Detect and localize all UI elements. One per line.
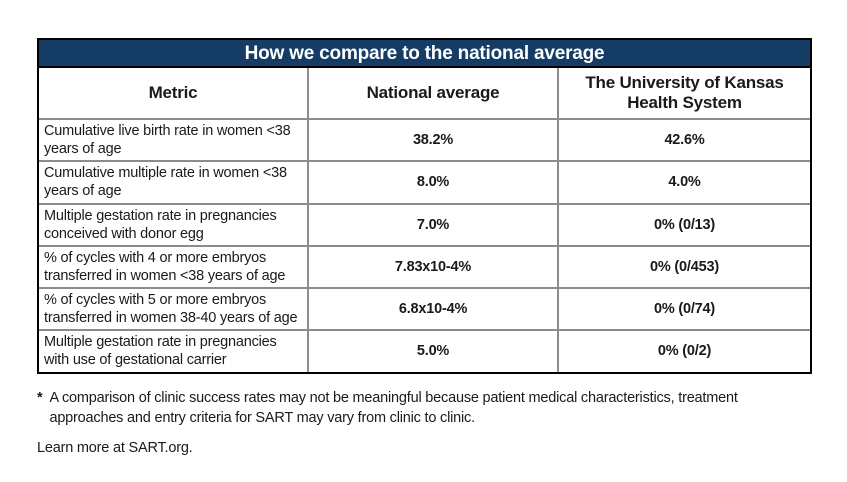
- national-average-cell: 38.2%: [307, 117, 558, 162]
- metric-cell: % of cycles with 4 or more embryos trans…: [39, 244, 308, 288]
- metric-cell: Multiple gestation rate in pregnancies w…: [39, 329, 308, 372]
- university-value-cell: 0% (0/2): [557, 329, 810, 372]
- university-value-cell: 0% (0/13): [557, 202, 810, 246]
- learn-more-text: Learn more at SART.org.: [37, 440, 193, 456]
- table-row: Cumulative multiple rate in women <38 ye…: [39, 160, 810, 204]
- footnote-text: A comparison of clinic success rates may…: [49, 390, 738, 426]
- comparison-table-panel: How we compare to the national average M…: [37, 38, 812, 374]
- national-average-cell: 5.0%: [307, 329, 558, 372]
- table-row: Cumulative live birth rate in women <38 …: [39, 117, 810, 162]
- university-value-cell: 0% (0/453): [557, 244, 810, 288]
- university-value-cell: 42.6%: [557, 117, 810, 162]
- university-value-cell: 0% (0/74): [557, 286, 810, 331]
- metric-cell: % of cycles with 5 or more embryos trans…: [39, 286, 308, 331]
- national-average-cell: 7.83x10-4%: [307, 244, 558, 288]
- column-header-university: The University of Kansas Health System: [557, 68, 810, 119]
- comparison-table: Metric National average The University o…: [39, 68, 810, 372]
- national-average-cell: 6.8x10-4%: [307, 286, 558, 331]
- metric-cell: Multiple gestation rate in pregnancies c…: [39, 202, 308, 246]
- header-row: Metric National average The University o…: [39, 68, 810, 119]
- table-row: % of cycles with 4 or more embryos trans…: [39, 244, 810, 288]
- national-average-cell: 8.0%: [307, 160, 558, 204]
- metric-cell: Cumulative multiple rate in women <38 ye…: [39, 160, 308, 204]
- footnote: * A comparison of clinic success rates m…: [37, 389, 802, 428]
- table-title: How we compare to the national average: [39, 40, 810, 68]
- column-header-metric: Metric: [148, 83, 198, 103]
- metric-cell: Cumulative live birth rate in women <38 …: [39, 117, 308, 162]
- national-average-cell: 7.0%: [307, 202, 558, 246]
- footnote-asterisk: *: [37, 390, 43, 406]
- table-row: % of cycles with 5 or more embryos trans…: [39, 286, 810, 331]
- table-row: Multiple gestation rate in pregnancies c…: [39, 202, 810, 246]
- column-header-national-average: National average: [307, 68, 558, 119]
- table-row: Multiple gestation rate in pregnancies w…: [39, 329, 810, 372]
- university-value-cell: 4.0%: [557, 160, 810, 204]
